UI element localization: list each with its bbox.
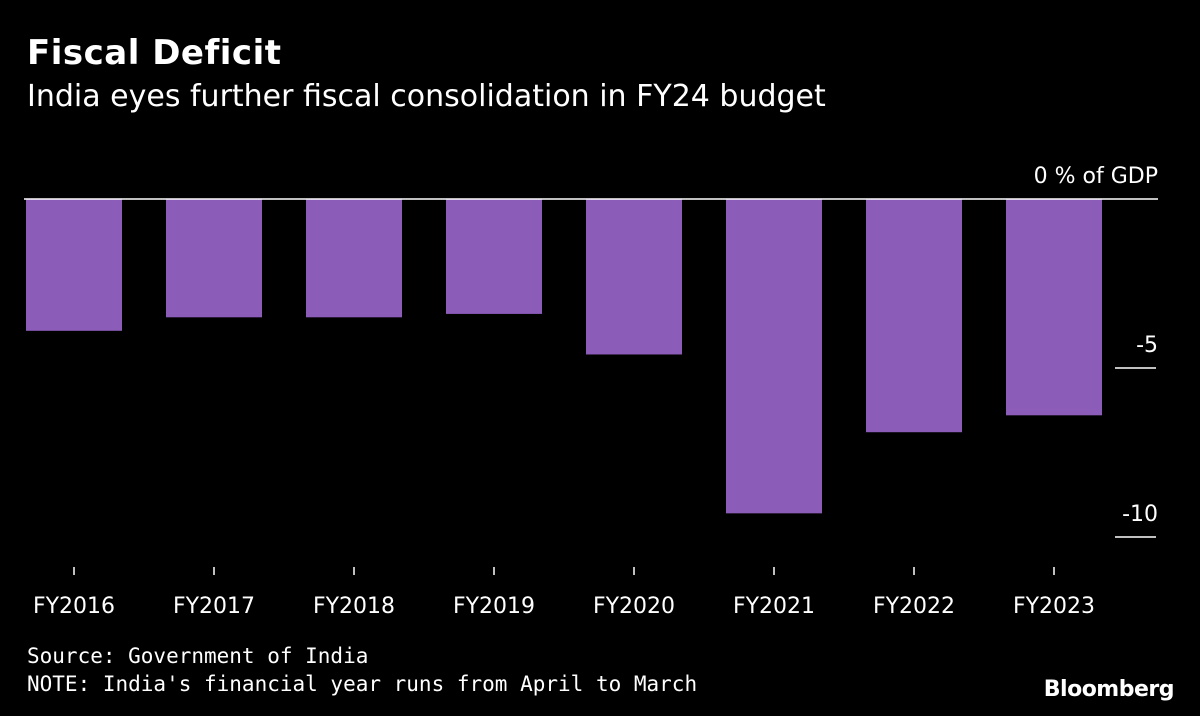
bar-fy2022 <box>866 199 962 433</box>
bar-fy2020 <box>586 199 682 355</box>
chart-subtitle: India eyes further fiscal consolidation … <box>27 79 826 114</box>
y-tick-label: -5 <box>1136 333 1158 358</box>
x-tick-label: FY2023 <box>1013 594 1095 619</box>
note-text: NOTE: India's financial year runs from A… <box>27 672 698 696</box>
x-tick-label: FY2017 <box>173 594 255 619</box>
bar-fy2017 <box>166 199 262 318</box>
x-tick-label: FY2021 <box>733 594 815 619</box>
y-axis: 0 % of GDP -5 -10 <box>1034 164 1158 538</box>
x-tick-label: FY2016 <box>33 594 115 619</box>
source-text: Source: Government of India <box>27 644 369 668</box>
source-note: Source: Government of India NOTE: India'… <box>27 642 697 698</box>
x-axis: FY2016 FY2017 FY2018 FY2019 FY2020 FY2021 FY20… <box>33 567 1095 619</box>
x-tick-label: FY2018 <box>313 594 395 619</box>
bars-group <box>26 199 1102 514</box>
x-tick-label: FY2019 <box>453 594 535 619</box>
bar-fy2019 <box>446 199 542 314</box>
y-tick-label: -10 <box>1122 502 1158 527</box>
bar-fy2018 <box>306 199 402 318</box>
x-tick-label: FY2020 <box>593 594 675 619</box>
y-tick-label: 0 % of GDP <box>1034 164 1158 189</box>
x-tick-label: FY2022 <box>873 594 955 619</box>
chart-title: Fiscal Deficit <box>27 33 282 73</box>
bar-fy2021 <box>726 199 822 514</box>
bar-fy2016 <box>26 199 122 331</box>
bar-fy2023 <box>1006 199 1102 416</box>
bloomberg-logo: Bloomberg <box>1043 677 1175 702</box>
